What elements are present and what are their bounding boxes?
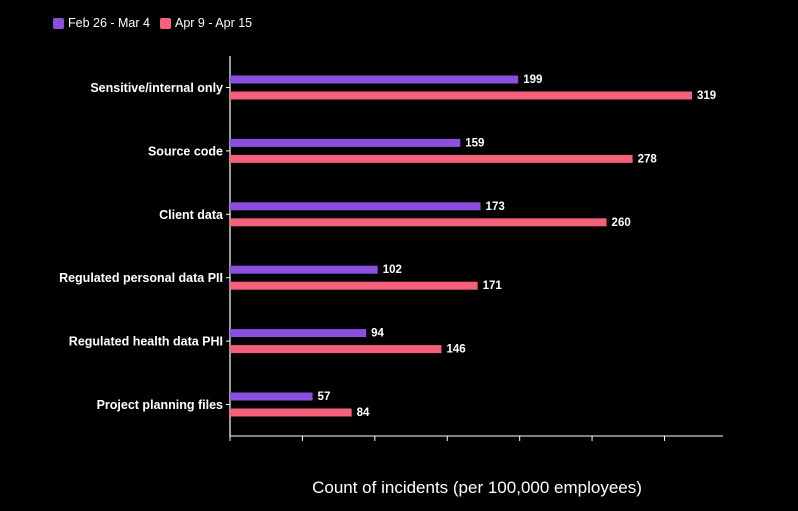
data-label: 159 — [465, 137, 484, 149]
bar-2 — [230, 408, 352, 417]
bar-2 — [230, 154, 633, 163]
category-label: Source code — [148, 144, 223, 158]
bar-1 — [230, 329, 367, 338]
bar-1 — [230, 138, 461, 147]
legend-swatch-series-2 — [159, 17, 171, 29]
category-label: Sensitive/internal only — [90, 81, 223, 95]
legend-label-series-1: Feb 26 - Mar 4 — [68, 16, 150, 30]
data-label: 57 — [318, 391, 331, 403]
bar-2 — [230, 218, 607, 227]
category-label: Project planning files — [97, 398, 223, 412]
data-label: 171 — [483, 280, 503, 292]
legend-item-series-2[interactable]: Apr 9 - Apr 15 — [159, 16, 253, 30]
bar-1 — [230, 202, 481, 211]
data-label: 199 — [523, 74, 542, 86]
data-label: 94 — [371, 328, 384, 340]
data-label: 102 — [383, 264, 402, 276]
bar-2 — [230, 91, 692, 100]
bar-1 — [230, 75, 519, 84]
legend-label-series-2: Apr 9 - Apr 15 — [174, 16, 253, 30]
bar-2 — [230, 345, 442, 354]
data-label: 319 — [697, 90, 716, 102]
legend: Feb 26 - Mar 4 Apr 9 - Apr 15 — [53, 16, 252, 30]
category-label: Client data — [159, 208, 224, 222]
data-label: 260 — [612, 217, 631, 229]
bar-1 — [230, 392, 313, 401]
legend-item-series-1[interactable]: Feb 26 - Mar 4 — [53, 16, 150, 30]
data-label: 84 — [357, 407, 370, 419]
bar-1 — [230, 265, 378, 274]
legend-swatch-series-1 — [53, 17, 64, 29]
bar-2 — [230, 281, 478, 290]
data-label: 146 — [446, 344, 465, 356]
category-label: Regulated personal data PII — [59, 271, 223, 285]
data-label: 278 — [638, 153, 658, 165]
category-label: Regulated health data PHI — [69, 335, 223, 349]
data-label: 173 — [486, 201, 505, 213]
x-axis-title: Count of incidents (per 100,000 employee… — [312, 478, 642, 497]
